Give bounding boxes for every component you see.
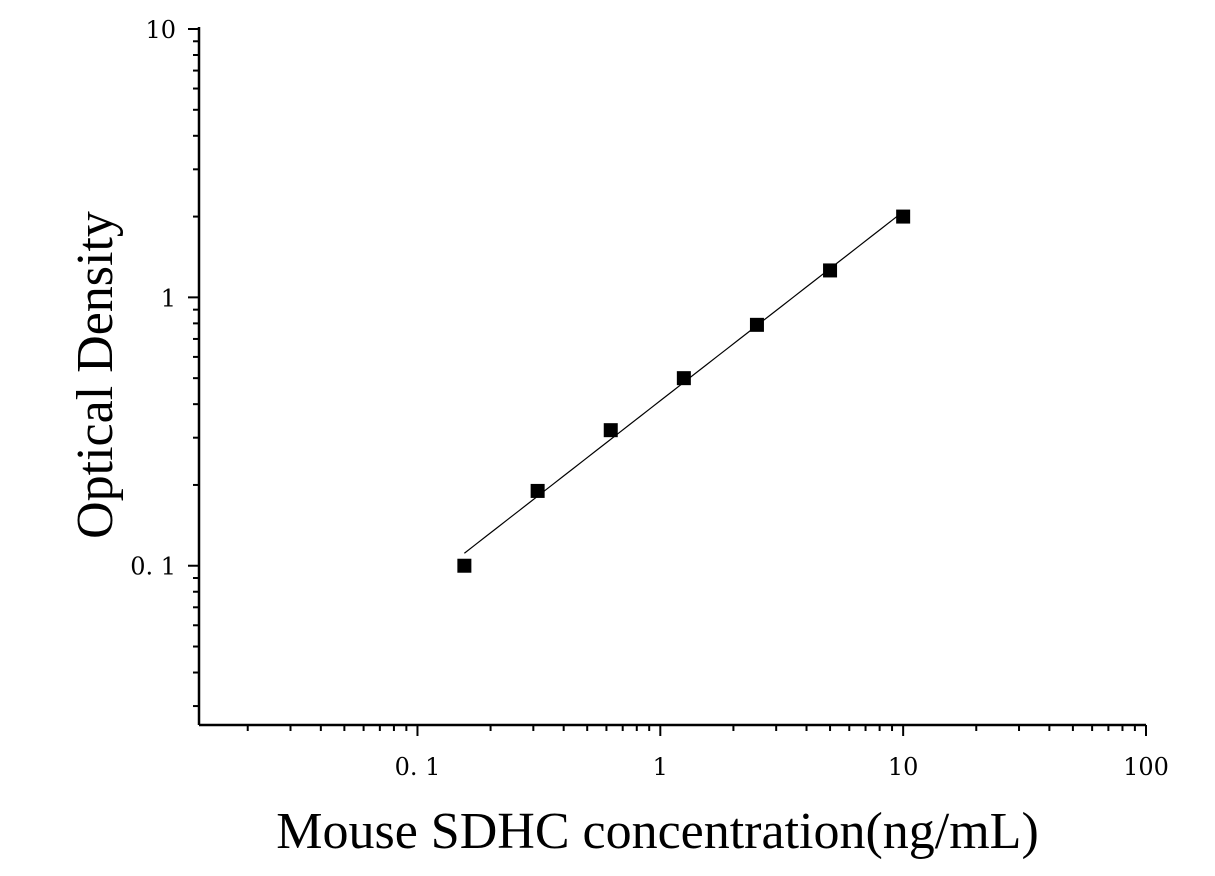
data-point <box>749 317 764 332</box>
y-axis-title: Optical Density <box>67 211 124 539</box>
axes <box>197 27 1146 727</box>
data-point <box>603 423 618 438</box>
x-axis-ticks <box>246 725 1147 736</box>
data-point <box>530 483 545 498</box>
x-axis-title: Mouse SDHC concentration(ng/mL) <box>276 803 1039 860</box>
y-axis-ticks <box>188 28 199 708</box>
y-tick-label: 1 <box>161 284 176 312</box>
y-axis-tick-labels: 0. 1 1 10 <box>130 16 176 581</box>
y-tick-label: 10 <box>145 16 176 44</box>
data-point <box>896 209 911 224</box>
x-tick-label: 100 <box>1123 753 1169 781</box>
data-points <box>457 209 911 573</box>
data-point <box>676 371 691 386</box>
x-tick-label: 10 <box>888 753 919 781</box>
data-point <box>457 558 472 573</box>
x-tick-label: 1 <box>653 753 668 781</box>
x-axis-tick-labels: 0. 1 1 10 100 <box>395 753 1169 781</box>
y-tick-label: 0. 1 <box>130 553 176 581</box>
data-point <box>823 263 838 278</box>
x-tick-label: 0. 1 <box>395 753 441 781</box>
